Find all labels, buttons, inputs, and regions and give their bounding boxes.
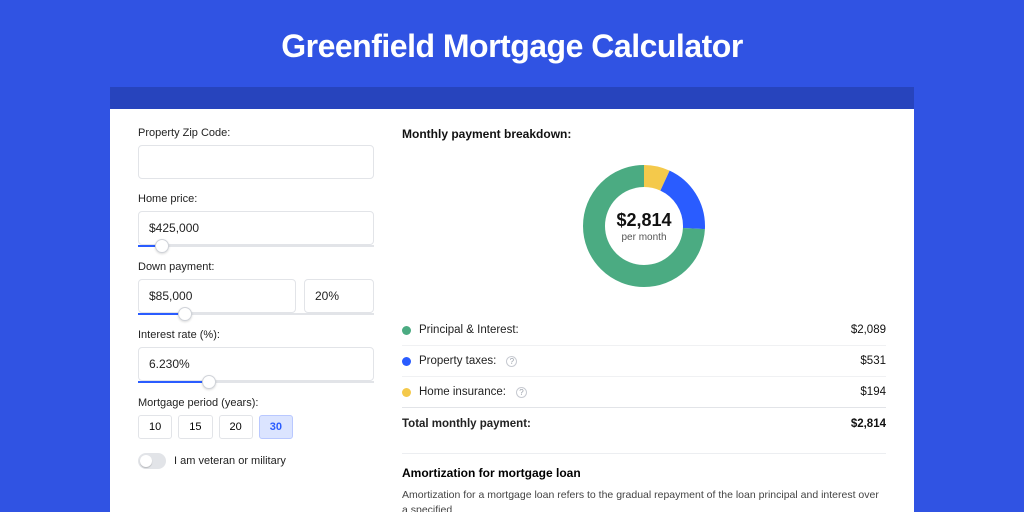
form-column: Property Zip Code: Home price: Down paym… — [138, 127, 374, 512]
veteran-toggle-knob — [140, 455, 152, 467]
legend-row-2: Home insurance:? $194 — [402, 376, 886, 407]
legend-value: $531 — [860, 355, 886, 367]
donut-center-value: $2,814 — [616, 210, 671, 231]
breakdown-title: Monthly payment breakdown: — [402, 127, 886, 141]
period-btn-30[interactable]: 30 — [259, 415, 293, 439]
veteran-toggle-row: I am veteran or military — [138, 453, 374, 469]
legend-label: Home insurance: — [419, 386, 506, 398]
total-value: $2,814 — [851, 418, 886, 430]
mortgage-period-label: Mortgage period (years): — [138, 397, 374, 409]
interest-rate-slider-thumb[interactable] — [202, 375, 216, 389]
info-icon[interactable]: ? — [516, 387, 527, 398]
amortization-body: Amortization for a mortgage loan refers … — [402, 488, 886, 512]
amortization-section: Amortization for mortgage loan Amortizat… — [402, 453, 886, 512]
legend-dot — [402, 388, 411, 397]
legend-value: $194 — [860, 386, 886, 398]
period-btn-20[interactable]: 20 — [219, 415, 253, 439]
period-btn-15[interactable]: 15 — [178, 415, 212, 439]
legend-row-0: Principal & Interest: $2,089 — [402, 315, 886, 345]
legend-row-1: Property taxes:? $531 — [402, 345, 886, 376]
donut-chart: $2,814 per month — [580, 162, 708, 290]
down-payment-slider[interactable] — [138, 313, 374, 315]
down-payment-slider-thumb[interactable] — [178, 307, 192, 321]
zip-label: Property Zip Code: — [138, 127, 374, 139]
calculator-card: Property Zip Code: Home price: Down paym… — [110, 109, 914, 512]
total-row: Total monthly payment: $2,814 — [402, 407, 886, 439]
down-payment-input[interactable] — [138, 279, 296, 313]
veteran-toggle-label: I am veteran or military — [174, 455, 286, 467]
page-title: Greenfield Mortgage Calculator — [0, 0, 1024, 87]
amortization-title: Amortization for mortgage loan — [402, 466, 886, 480]
zip-input[interactable] — [138, 145, 374, 179]
home-price-input[interactable] — [138, 211, 374, 245]
donut-chart-wrap: $2,814 per month — [402, 151, 886, 301]
legend-label: Principal & Interest: — [419, 324, 519, 336]
info-icon[interactable]: ? — [506, 356, 517, 367]
interest-rate-label: Interest rate (%): — [138, 329, 374, 341]
veteran-toggle[interactable] — [138, 453, 166, 469]
home-price-label: Home price: — [138, 193, 374, 205]
legend: Principal & Interest: $2,089 Property taxe… — [402, 315, 886, 407]
down-payment-field: Down payment: — [138, 261, 374, 315]
legend-label: Property taxes: — [419, 355, 496, 367]
legend-dot — [402, 326, 411, 335]
down-payment-label: Down payment: — [138, 261, 374, 273]
home-price-slider[interactable] — [138, 245, 374, 247]
interest-rate-slider[interactable] — [138, 381, 374, 383]
home-price-field: Home price: — [138, 193, 374, 247]
down-payment-pct-input[interactable] — [304, 279, 374, 313]
legend-dot — [402, 357, 411, 366]
interest-rate-input[interactable] — [138, 347, 374, 381]
home-price-slider-thumb[interactable] — [155, 239, 169, 253]
legend-value: $2,089 — [851, 324, 886, 336]
donut-center-sub: per month — [621, 232, 666, 243]
total-label: Total monthly payment: — [402, 418, 531, 430]
interest-rate-field: Interest rate (%): — [138, 329, 374, 383]
zip-field: Property Zip Code: — [138, 127, 374, 179]
breakdown-column: Monthly payment breakdown: $2,814 per mo… — [402, 127, 886, 512]
mortgage-period-field: Mortgage period (years): 1015 2030 — [138, 397, 374, 439]
period-btn-10[interactable]: 10 — [138, 415, 172, 439]
donut-center: $2,814 per month — [580, 162, 708, 290]
header-band — [110, 87, 914, 109]
